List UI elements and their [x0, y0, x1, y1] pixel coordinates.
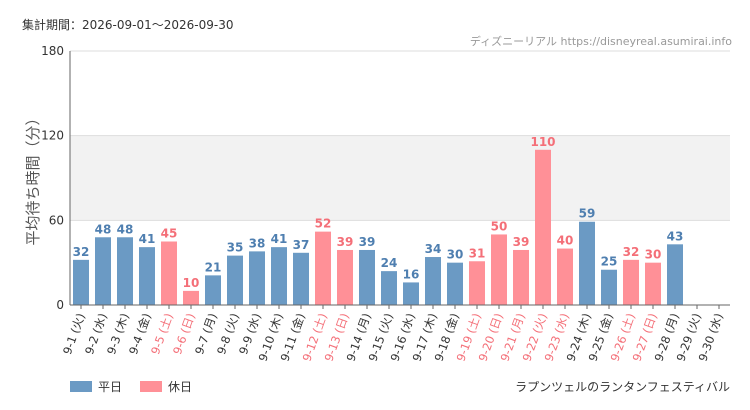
site-credit: ディズニーリアル https://disneyreal.asumirai.inf…	[469, 35, 732, 48]
bar	[271, 247, 287, 305]
attraction-name: ラプンツェルのランタンフェスティバル	[515, 380, 730, 394]
bar-value-label: 43	[667, 229, 684, 243]
bar-value-label: 40	[557, 234, 574, 248]
bar	[73, 259, 89, 305]
bar	[315, 231, 331, 305]
bar-value-label: 30	[645, 248, 662, 262]
y-tick-label: 0	[56, 298, 64, 312]
legend: 平日 休日	[70, 378, 210, 395]
bar-value-label: 50	[491, 219, 508, 233]
bar-value-label: 39	[359, 235, 376, 249]
bar	[205, 275, 221, 305]
bar	[183, 290, 199, 305]
bar-value-label: 37	[293, 238, 310, 252]
bar-value-label: 31	[469, 246, 486, 260]
legend-holiday-swatch	[140, 381, 163, 392]
bar	[667, 244, 683, 305]
bar-value-label: 32	[73, 245, 90, 259]
legend-weekday: 平日	[70, 378, 122, 395]
bar	[535, 149, 551, 305]
bar	[95, 237, 111, 305]
bar	[227, 255, 243, 305]
shaded-band	[70, 135, 730, 221]
legend-weekday-swatch	[70, 381, 92, 392]
bar-value-label: 41	[271, 232, 288, 246]
bar	[337, 249, 353, 305]
y-axis-label: 平均待ち時間（分）	[24, 110, 42, 245]
bar	[645, 262, 661, 305]
bar-value-label: 52	[315, 217, 332, 231]
y-tick-label: 180	[41, 44, 64, 58]
bar	[601, 269, 617, 305]
bar-value-label: 48	[95, 222, 112, 236]
bar-value-label: 25	[601, 255, 618, 269]
bar-value-label: 24	[381, 256, 398, 270]
bar	[249, 251, 265, 305]
bar	[403, 282, 419, 305]
legend-weekday-label: 平日	[98, 380, 123, 394]
bar	[117, 237, 133, 305]
bar-value-label: 39	[513, 235, 530, 249]
bar	[447, 262, 463, 305]
bar-value-label: 34	[425, 242, 442, 256]
bar-value-label: 35	[227, 241, 244, 255]
bar	[359, 249, 375, 305]
bar	[161, 241, 177, 305]
bar-value-label: 21	[205, 260, 222, 274]
bar-value-label: 41	[139, 232, 156, 246]
bar-value-label: 32	[623, 245, 640, 259]
bar-value-label: 48	[117, 222, 134, 236]
bar	[139, 247, 155, 305]
bar	[513, 249, 529, 305]
bar	[557, 248, 573, 305]
y-tick-label: 120	[41, 129, 64, 143]
bar	[469, 261, 485, 305]
bar-value-label: 45	[161, 227, 178, 241]
bar	[425, 257, 441, 305]
period-label: 集計期間：2026-09-01～2026-09-30	[22, 18, 234, 32]
bar-value-label: 30	[447, 248, 464, 262]
bar-value-label: 39	[337, 235, 354, 249]
y-tick-label: 60	[49, 213, 64, 227]
bar-value-label: 38	[249, 236, 266, 250]
bar	[293, 252, 309, 305]
bar-value-label: 16	[403, 267, 420, 281]
legend-holiday-label: 休日	[168, 380, 193, 394]
bar-value-label: 110	[530, 135, 555, 149]
bar	[381, 271, 397, 305]
legend-holiday: 休日	[140, 378, 192, 395]
bar-value-label: 10	[183, 276, 200, 290]
bar-value-label: 59	[579, 207, 596, 221]
bar	[623, 259, 639, 305]
bar	[579, 221, 595, 305]
bar	[491, 234, 507, 305]
